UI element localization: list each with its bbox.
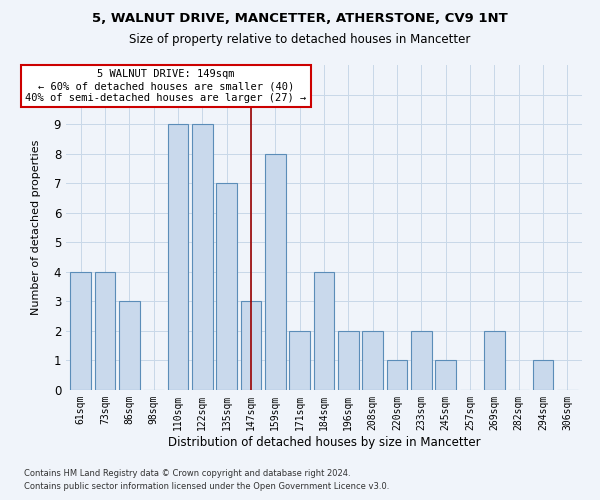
Y-axis label: Number of detached properties: Number of detached properties — [31, 140, 41, 315]
Bar — [289, 331, 310, 390]
Bar — [241, 302, 262, 390]
Text: Contains public sector information licensed under the Open Government Licence v3: Contains public sector information licen… — [24, 482, 389, 491]
Bar — [362, 331, 383, 390]
Bar — [533, 360, 553, 390]
Bar — [167, 124, 188, 390]
Bar — [338, 331, 359, 390]
Text: Size of property relative to detached houses in Mancetter: Size of property relative to detached ho… — [130, 32, 470, 46]
Bar — [436, 360, 456, 390]
Bar — [216, 183, 237, 390]
X-axis label: Distribution of detached houses by size in Mancetter: Distribution of detached houses by size … — [167, 436, 481, 448]
Text: 5, WALNUT DRIVE, MANCETTER, ATHERSTONE, CV9 1NT: 5, WALNUT DRIVE, MANCETTER, ATHERSTONE, … — [92, 12, 508, 26]
Bar — [95, 272, 115, 390]
Bar — [70, 272, 91, 390]
Bar — [484, 331, 505, 390]
Bar — [265, 154, 286, 390]
Bar — [119, 302, 140, 390]
Text: 5 WALNUT DRIVE: 149sqm
← 60% of detached houses are smaller (40)
40% of semi-det: 5 WALNUT DRIVE: 149sqm ← 60% of detached… — [25, 70, 307, 102]
Bar — [192, 124, 212, 390]
Bar — [411, 331, 432, 390]
Bar — [386, 360, 407, 390]
Text: Contains HM Land Registry data © Crown copyright and database right 2024.: Contains HM Land Registry data © Crown c… — [24, 468, 350, 477]
Bar — [314, 272, 334, 390]
